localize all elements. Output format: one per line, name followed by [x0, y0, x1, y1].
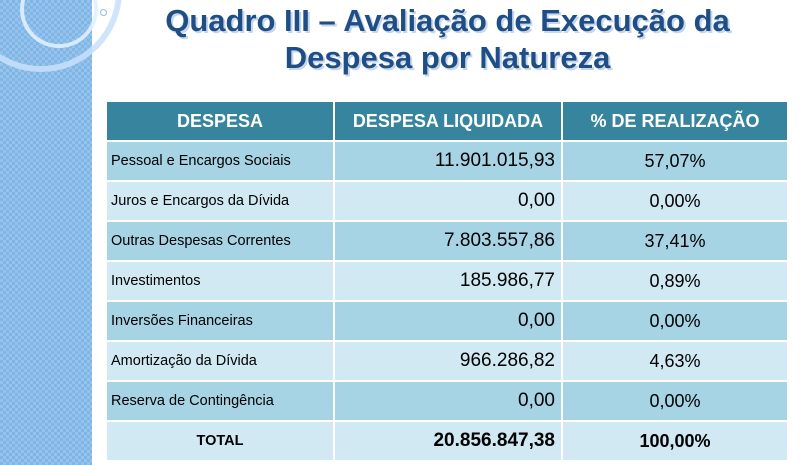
- table-total-row: TOTAL 20.856.847,38 100,00%: [107, 422, 787, 462]
- cell-realizacao: 37,41%: [563, 222, 787, 262]
- cell-liquidada: 0,00: [335, 382, 563, 422]
- table-row: Investimentos 185.986,77 0,89%: [107, 262, 787, 302]
- cell-liquidada: 966.286,82: [335, 342, 563, 382]
- table-row: Pessoal e Encargos Sociais 11.901.015,93…: [107, 142, 787, 182]
- decorative-side-band: [0, 0, 92, 465]
- total-realizacao: 100,00%: [563, 422, 787, 462]
- cell-realizacao: 0,00%: [563, 182, 787, 222]
- cell-despesa: Juros e Encargos da Dívida: [107, 182, 335, 222]
- cell-despesa: Investimentos: [107, 262, 335, 302]
- total-liquidada: 20.856.847,38: [335, 422, 563, 462]
- cell-liquidada: 185.986,77: [335, 262, 563, 302]
- cell-liquidada: 0,00: [335, 182, 563, 222]
- cell-liquidada: 0,00: [335, 302, 563, 342]
- table-row: Outras Despesas Correntes 7.803.557,86 3…: [107, 222, 787, 262]
- slide-title-line1: Quadro III – Avaliação de Execução da: [165, 3, 730, 38]
- total-label: TOTAL: [107, 422, 335, 462]
- cell-liquidada: 11.901.015,93: [335, 142, 563, 182]
- table-row: Inversões Financeiras 0,00 0,00%: [107, 302, 787, 342]
- cell-realizacao: 0,89%: [563, 262, 787, 302]
- cell-realizacao: 4,63%: [563, 342, 787, 382]
- header-despesa: DESPESA: [107, 102, 335, 142]
- table-row: Juros e Encargos da Dívida 0,00 0,00%: [107, 182, 787, 222]
- slide-title-line2: Despesa por Natureza: [284, 40, 611, 75]
- cell-realizacao: 57,07%: [563, 142, 787, 182]
- header-despesa-liquidada: DESPESA LIQUIDADA: [335, 102, 563, 142]
- cell-despesa: Reserva de Contingência: [107, 382, 335, 422]
- cell-despesa: Outras Despesas Correntes: [107, 222, 335, 262]
- table-row: Reserva de Contingência 0,00 0,00%: [107, 382, 787, 422]
- cell-realizacao: 0,00%: [563, 302, 787, 342]
- cell-liquidada: 7.803.557,86: [335, 222, 563, 262]
- expense-table: DESPESA DESPESA LIQUIDADA % DE REALIZAÇÃ…: [107, 102, 787, 462]
- table-row: Amortização da Dívida 966.286,82 4,63%: [107, 342, 787, 382]
- cell-despesa: Amortização da Dívida: [107, 342, 335, 382]
- decorative-dot: [100, 9, 107, 16]
- slide-title: Quadro III – Avaliação de Execução da De…: [92, 2, 803, 76]
- cell-despesa: Inversões Financeiras: [107, 302, 335, 342]
- table-header-row: DESPESA DESPESA LIQUIDADA % DE REALIZAÇÃ…: [107, 102, 787, 142]
- cell-despesa: Pessoal e Encargos Sociais: [107, 142, 335, 182]
- cell-realizacao: 0,00%: [563, 382, 787, 422]
- header-realizacao: % DE REALIZAÇÃO: [563, 102, 787, 142]
